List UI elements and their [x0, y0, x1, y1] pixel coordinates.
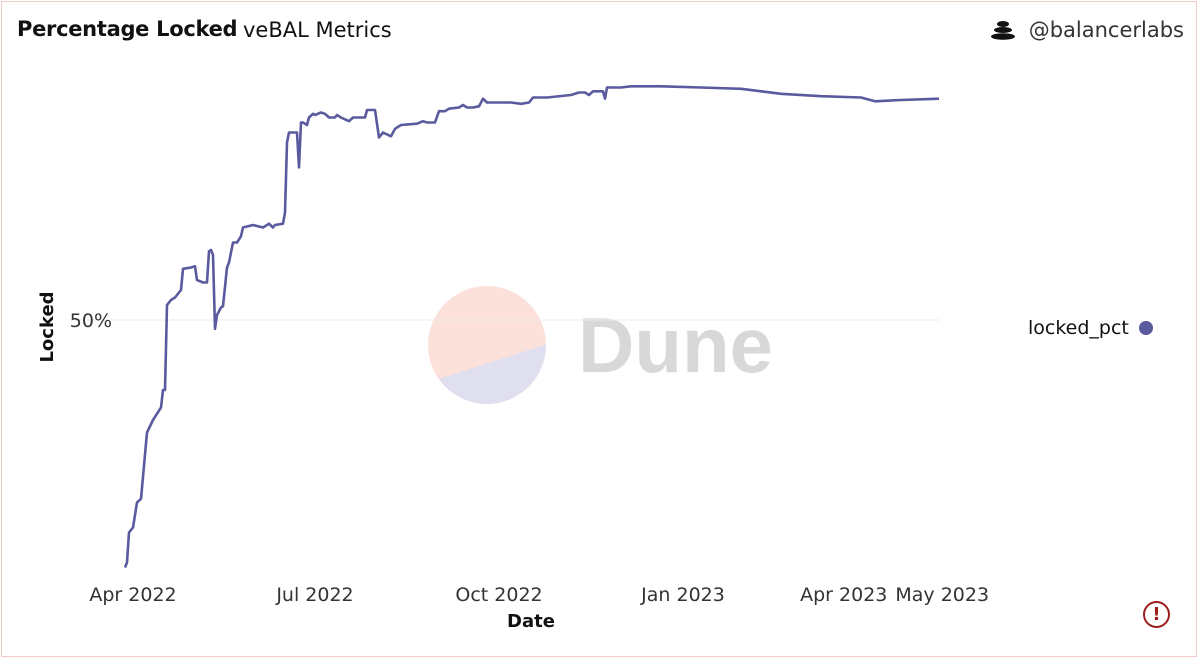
- brand[interactable]: @balancerlabs: [990, 18, 1184, 42]
- balancer-stack-icon: [990, 21, 1015, 40]
- chart-subtitle: veBAL Metrics: [243, 18, 392, 42]
- legend-label: locked_pct: [1028, 317, 1129, 339]
- chart-title: Percentage Locked: [17, 17, 238, 41]
- legend-item-locked-pct[interactable]: locked_pct: [1028, 317, 1153, 339]
- y-axis-label: Locked: [37, 291, 58, 362]
- series-line-locked-pct: [123, 85, 940, 568]
- x-axis-label: Date: [507, 611, 555, 632]
- brand-handle: @balancerlabs: [1028, 18, 1184, 42]
- x-tick-label: Jul 2022: [275, 584, 353, 606]
- x-tick-label: May 2023: [895, 584, 989, 606]
- x-tick-label: Apr 2023: [800, 584, 887, 606]
- dune-watermark: Dune: [428, 286, 773, 404]
- legend-dot: [1138, 321, 1153, 335]
- x-tick-label: Oct 2022: [455, 584, 542, 606]
- watermark-text: Dune: [578, 301, 773, 389]
- exclamation-circle-icon[interactable]: !: [1143, 601, 1170, 628]
- x-tick-label: Jan 2023: [640, 584, 725, 606]
- x-tick-label: Apr 2022: [89, 584, 176, 606]
- y-tick-label: 50%: [70, 310, 112, 332]
